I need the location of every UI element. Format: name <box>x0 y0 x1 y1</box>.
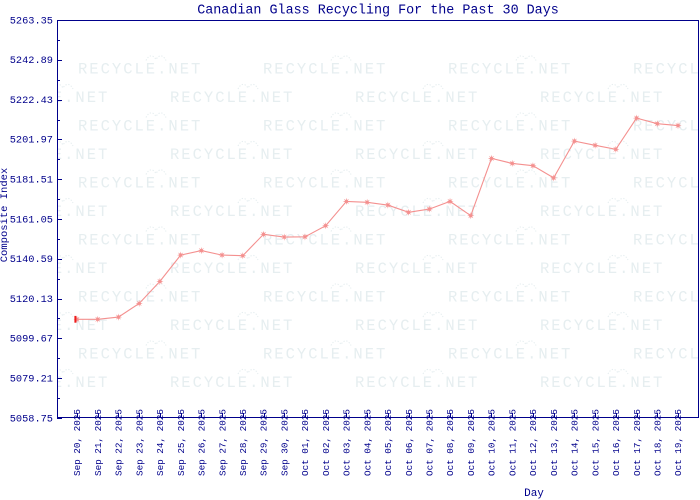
svg-text:Sep 27, 2025: Sep 27, 2025 <box>217 409 228 476</box>
svg-text:Oct 08, 2025: Oct 08, 2025 <box>445 409 456 476</box>
svg-text:5058.75: 5058.75 <box>10 413 53 425</box>
svg-text:Oct 16, 2025: Oct 16, 2025 <box>611 409 622 476</box>
svg-text:Canadian Glass Recycling For t: Canadian Glass Recycling For the Past 30… <box>197 4 559 19</box>
svg-text:Sep 21, 2025: Sep 21, 2025 <box>93 409 104 476</box>
svg-text:Sep 24, 2025: Sep 24, 2025 <box>155 409 166 476</box>
svg-text:Oct 05, 2025: Oct 05, 2025 <box>383 409 394 476</box>
svg-text:5201.97: 5201.97 <box>10 135 53 147</box>
svg-text:Oct 12, 2025: Oct 12, 2025 <box>528 409 539 476</box>
svg-text:Sep 26, 2025: Sep 26, 2025 <box>197 409 208 476</box>
svg-text:Oct 14, 2025: Oct 14, 2025 <box>570 409 581 476</box>
svg-text:Sep 23, 2025: Sep 23, 2025 <box>134 409 145 476</box>
svg-text:5161.05: 5161.05 <box>10 214 53 226</box>
svg-text:Oct 13, 2025: Oct 13, 2025 <box>549 409 560 476</box>
svg-text:Oct 03, 2025: Oct 03, 2025 <box>342 409 353 476</box>
svg-text:Sep 25, 2025: Sep 25, 2025 <box>176 409 187 476</box>
svg-text:Oct 18, 2025: Oct 18, 2025 <box>653 409 664 476</box>
svg-text:5099.67: 5099.67 <box>10 334 53 346</box>
svg-text:Oct 15, 2025: Oct 15, 2025 <box>590 409 601 476</box>
svg-text:5181.51: 5181.51 <box>10 175 53 187</box>
svg-text:5079.21: 5079.21 <box>10 374 53 386</box>
svg-text:Oct 02, 2025: Oct 02, 2025 <box>321 409 332 476</box>
svg-text:Oct 19, 2025: Oct 19, 2025 <box>673 409 684 476</box>
svg-text:Sep 22, 2025: Sep 22, 2025 <box>114 409 125 476</box>
svg-text:Composite Index: Composite Index <box>0 168 11 263</box>
svg-text:5242.89: 5242.89 <box>10 55 53 67</box>
svg-text:Sep 28, 2025: Sep 28, 2025 <box>238 409 249 476</box>
svg-text:Sep 20, 2025: Sep 20, 2025 <box>72 409 83 476</box>
svg-text:Oct 04, 2025: Oct 04, 2025 <box>362 409 373 476</box>
svg-text:Oct 11, 2025: Oct 11, 2025 <box>507 409 518 476</box>
svg-text:Oct 10, 2025: Oct 10, 2025 <box>487 409 498 476</box>
svg-text:Sep 29, 2025: Sep 29, 2025 <box>259 409 270 476</box>
svg-text:5263.35: 5263.35 <box>10 15 53 27</box>
svg-text:Oct 06, 2025: Oct 06, 2025 <box>404 409 415 476</box>
svg-text:Oct 07, 2025: Oct 07, 2025 <box>425 409 436 476</box>
svg-text:5140.59: 5140.59 <box>10 254 53 266</box>
svg-text:Day: Day <box>524 488 544 500</box>
svg-text:Oct 17, 2025: Oct 17, 2025 <box>632 409 643 476</box>
svg-text:Sep 30, 2025: Sep 30, 2025 <box>279 409 290 476</box>
svg-text:5222.43: 5222.43 <box>10 95 53 107</box>
svg-text:5120.13: 5120.13 <box>10 294 53 306</box>
svg-text:Oct 01, 2025: Oct 01, 2025 <box>300 409 311 476</box>
svg-text:Oct 09, 2025: Oct 09, 2025 <box>466 409 477 476</box>
